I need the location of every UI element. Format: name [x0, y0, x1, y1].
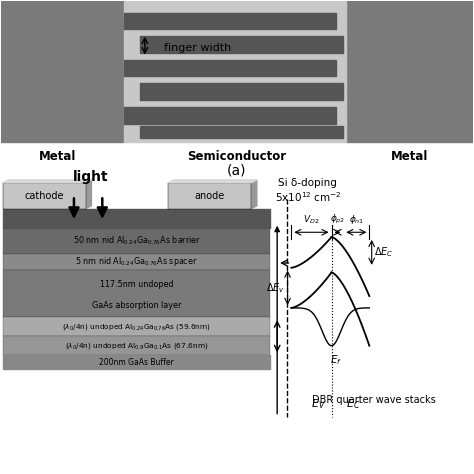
Text: Metal: Metal: [391, 150, 428, 163]
Text: anode: anode: [195, 191, 225, 201]
Bar: [140, 36, 343, 53]
Text: $\phi_{n1}$: $\phi_{n1}$: [348, 213, 364, 226]
Bar: [140, 83, 343, 100]
Bar: [168, 182, 251, 209]
Text: 200nm GaAs Buffer: 200nm GaAs Buffer: [99, 358, 174, 367]
Bar: [124, 107, 336, 124]
Text: Semiconductor: Semiconductor: [187, 150, 287, 163]
Bar: [346, 0, 474, 143]
Bar: [3, 228, 270, 254]
Text: 50 nm nid Al$_{0.24}$Ga$_{0.76}$As barrier: 50 nm nid Al$_{0.24}$Ga$_{0.76}$As barri…: [73, 234, 201, 247]
Bar: [0, 0, 124, 143]
Bar: [3, 336, 270, 355]
Bar: [124, 12, 336, 29]
Text: GaAs absorption layer: GaAs absorption layer: [92, 301, 181, 310]
Text: $\Delta E_v$: $\Delta E_v$: [266, 281, 285, 295]
Text: Metal: Metal: [39, 150, 76, 163]
Polygon shape: [251, 180, 257, 209]
Polygon shape: [168, 180, 257, 182]
Text: $\phi_{p2}$: $\phi_{p2}$: [330, 213, 346, 226]
Polygon shape: [86, 180, 91, 209]
Text: 5 nm nid Al$_{0.24}$Ga$_{0.76}$As spacer: 5 nm nid Al$_{0.24}$Ga$_{0.76}$As spacer: [75, 255, 198, 268]
Bar: [3, 182, 86, 209]
Text: $E_C$: $E_C$: [346, 398, 360, 411]
Text: light: light: [73, 170, 108, 184]
Bar: [124, 0, 346, 143]
Text: cathode: cathode: [25, 191, 64, 201]
Text: 117.5nm undoped: 117.5nm undoped: [100, 280, 173, 289]
Bar: [3, 318, 270, 336]
Text: (a): (a): [227, 164, 247, 178]
Text: finger width: finger width: [164, 43, 231, 53]
Bar: [124, 60, 336, 76]
Bar: [140, 126, 343, 138]
Text: $E_V$: $E_V$: [311, 398, 326, 411]
Bar: [3, 254, 270, 270]
Text: $V_{D2}$: $V_{D2}$: [303, 214, 319, 226]
Text: ($\lambda_0$/4n) undoped Al$_{0.9}$Ga$_{0.1}$As (67.6nm): ($\lambda_0$/4n) undoped Al$_{0.9}$Ga$_{…: [65, 341, 208, 351]
Bar: [3, 209, 270, 228]
Text: DBR quarter wave stacks: DBR quarter wave stacks: [312, 395, 436, 405]
Text: ($\lambda_0$/4n) undoped Al$_{0.24}$Ga$_{0.76}$As (59.6nm): ($\lambda_0$/4n) undoped Al$_{0.24}$Ga$_…: [62, 322, 211, 332]
Polygon shape: [3, 180, 91, 182]
Text: $\Delta E_C$: $\Delta E_C$: [374, 246, 393, 259]
Text: Si δ-doping
5x10$^{12}$ cm$^{-2}$: Si δ-doping 5x10$^{12}$ cm$^{-2}$: [274, 178, 341, 204]
Text: $E_f$: $E_f$: [330, 353, 342, 366]
Bar: [3, 270, 270, 318]
Bar: [3, 355, 270, 369]
